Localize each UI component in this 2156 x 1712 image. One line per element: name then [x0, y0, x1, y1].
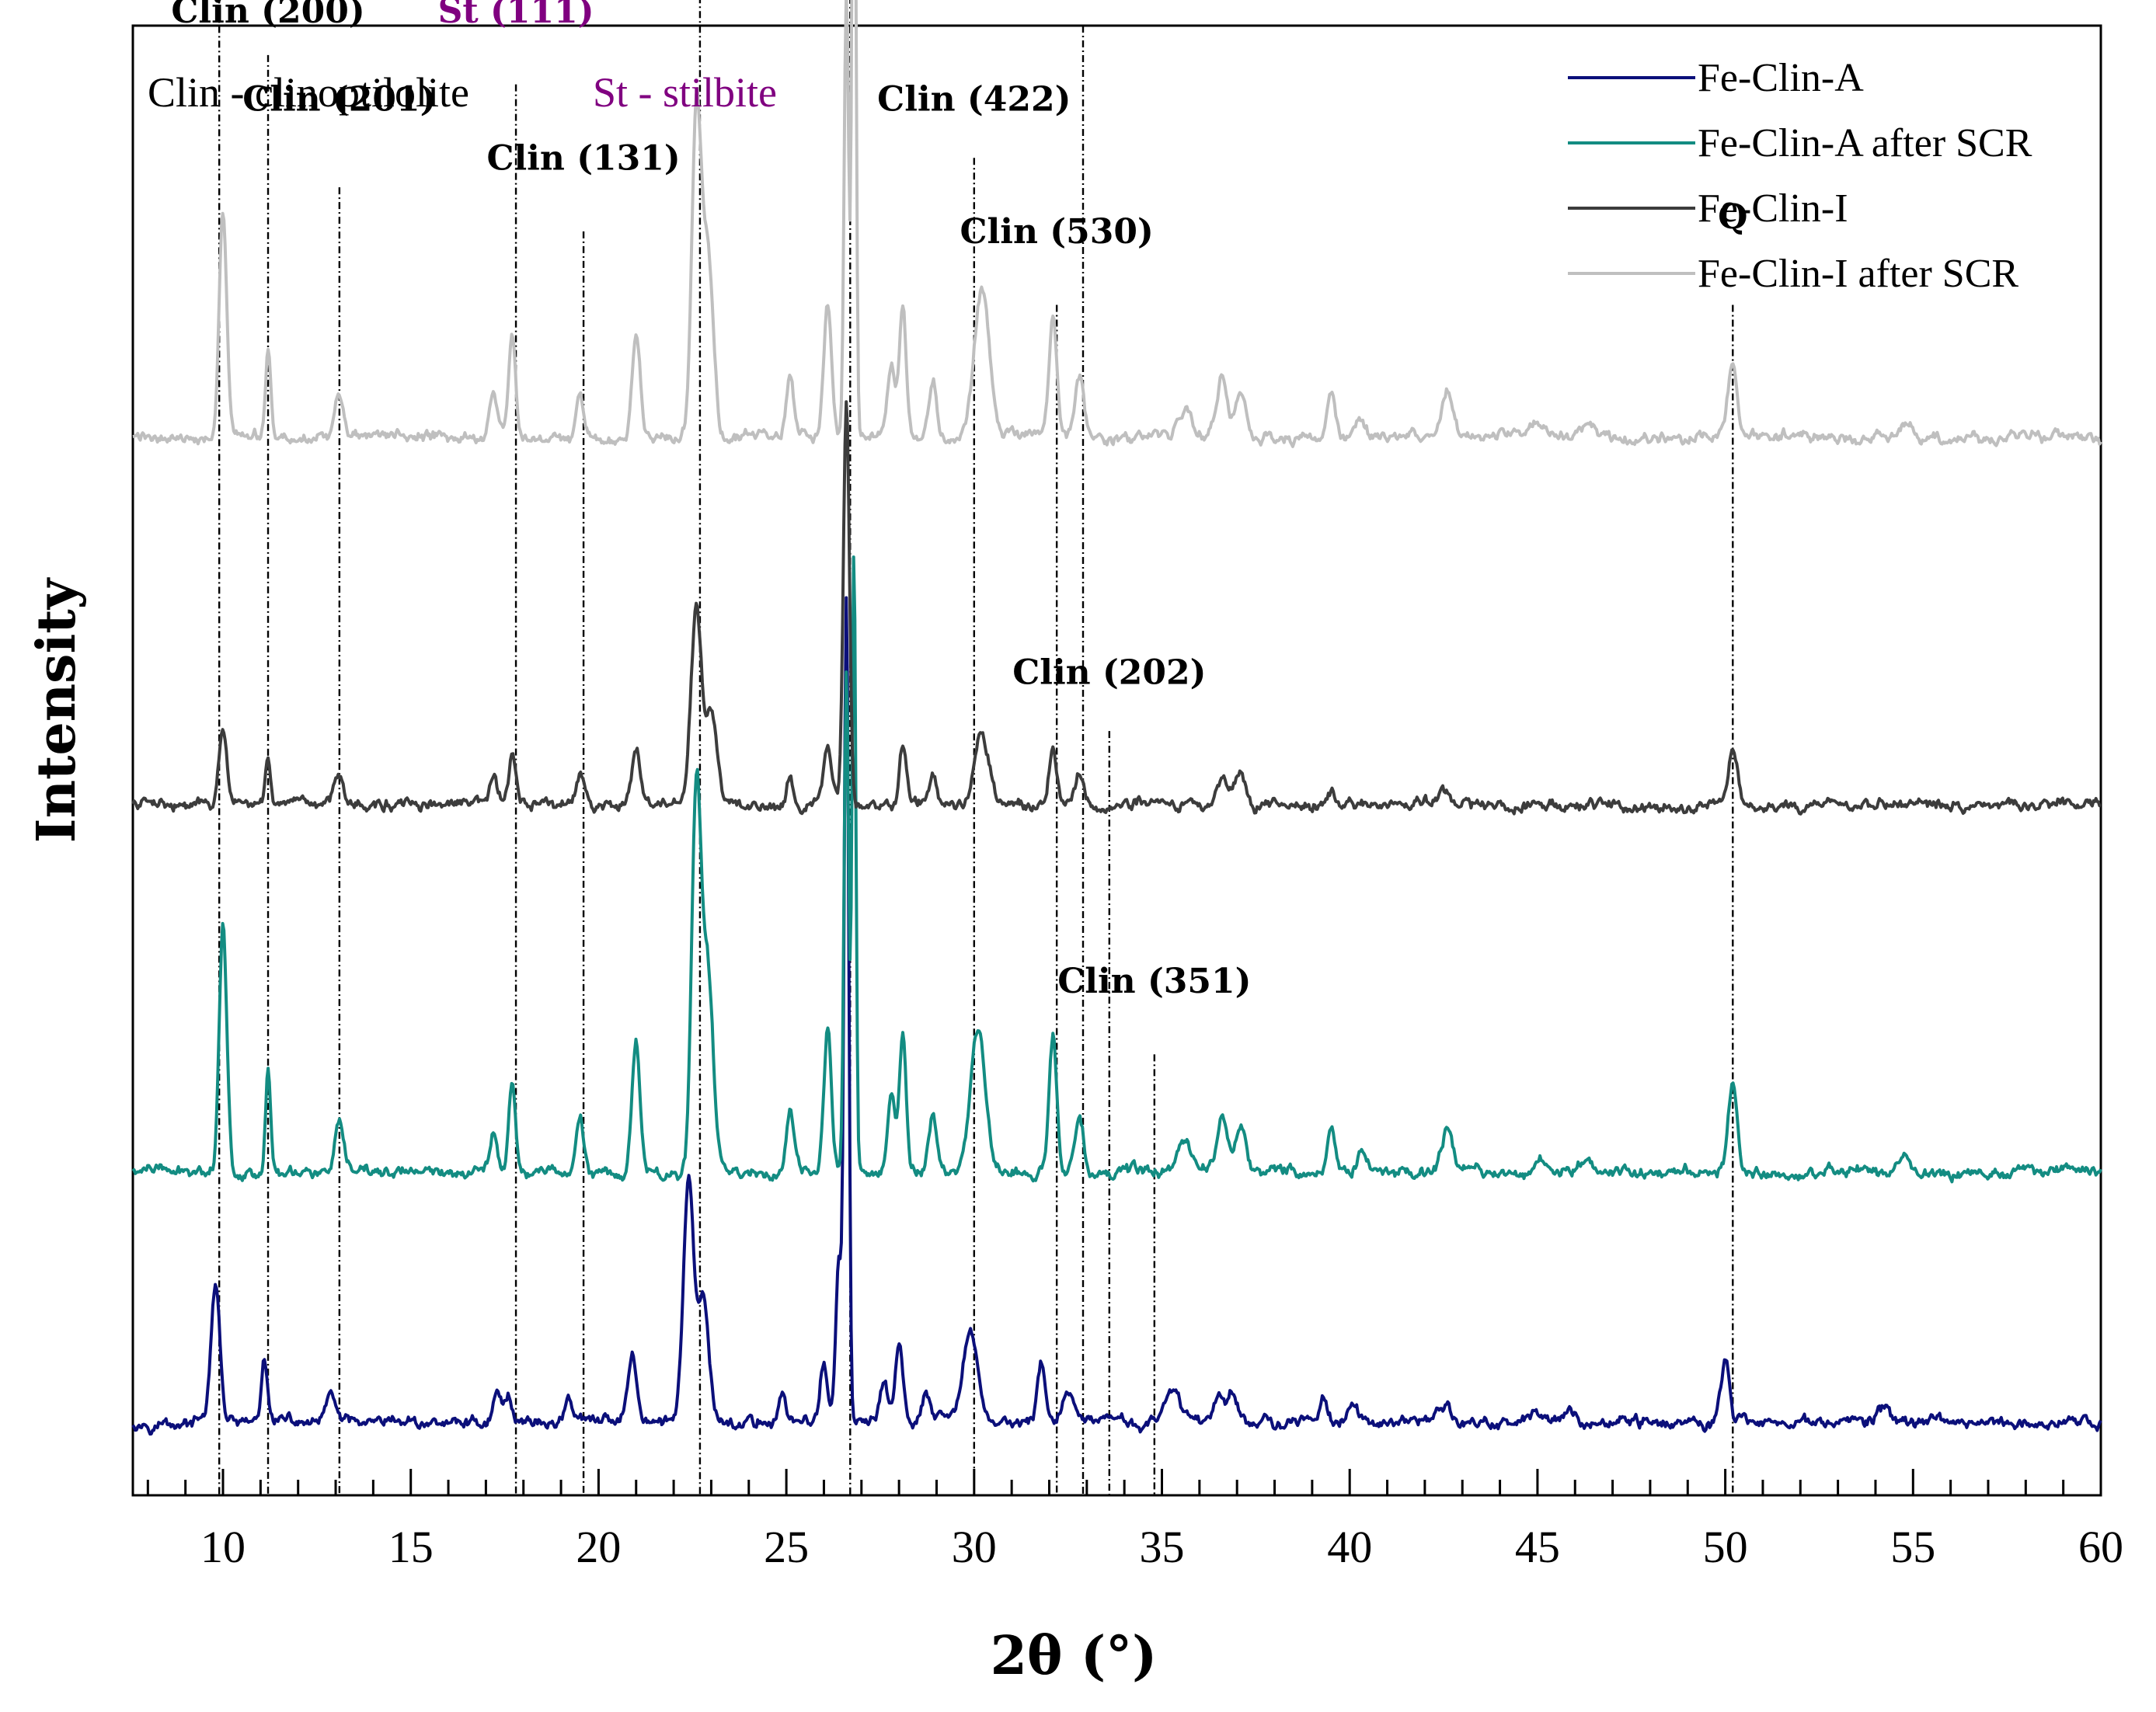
x-tick-label: 55 — [1890, 1522, 1935, 1572]
x-axis-ticks: 10 15 20 25 30 35 40 45 50 55 60 — [146, 1469, 2123, 1572]
x-tick-label: 25 — [764, 1522, 809, 1572]
series-line-1 — [131, 555, 2102, 1184]
legend-label: Fe-Clin-I after SCR — [1698, 252, 2018, 296]
annotation-label: Clin (202) — [1012, 652, 1206, 692]
x-tick-label: 10 — [200, 1522, 246, 1572]
annotation-label: Clin (351) — [1057, 962, 1251, 1001]
annotation-label: Clin (530) — [960, 212, 1154, 252]
x-tick-label: 35 — [1140, 1522, 1185, 1572]
legend-label: Fe-Clin-A after SCR — [1698, 121, 2032, 165]
annotation-label: Q — [1718, 197, 1747, 237]
x-tick-label: 30 — [952, 1522, 997, 1572]
y-axis-title: Intensity — [26, 576, 88, 843]
x-tick-label: 50 — [1703, 1522, 1748, 1572]
note-st: St - stilbite — [593, 69, 777, 116]
plot-frame — [131, 24, 2102, 1497]
x-tick-label: 15 — [388, 1522, 434, 1572]
legend-label: Fe-Clin-I — [1698, 186, 1848, 231]
note-clin: Clin - clinoptilolite — [148, 69, 469, 116]
series-group — [131, 0, 2102, 1436]
x-tick-label: 45 — [1515, 1522, 1560, 1572]
legend: Fe-Clin-A Fe-Clin-A after SCR Fe-Clin-I Fe-… — [1568, 56, 2032, 296]
annotation-label: Clin (200) — [171, 0, 364, 31]
legend-label: Fe-Clin-A — [1698, 56, 1864, 100]
series-line-3 — [132, 0, 2102, 448]
annotation-label: Clin (131) — [486, 138, 680, 178]
annotation-label: Clin (201) — [242, 80, 436, 120]
annotation-label: Clin (422) — [877, 80, 1071, 120]
annotation-labels: Clin (100)Clin (200)Clin (201)St (111)Cl… — [171, 0, 1747, 1001]
x-tick-label: 20 — [576, 1522, 621, 1572]
series-line-0 — [131, 596, 2102, 1436]
x-tick-label: 40 — [1327, 1522, 1372, 1572]
x-tick-label: 60 — [2078, 1522, 2123, 1572]
series-line-2 — [131, 400, 2102, 816]
x-axis-title: 2θ (°) — [991, 1625, 1158, 1687]
annotation-label: St (111) — [438, 0, 594, 31]
